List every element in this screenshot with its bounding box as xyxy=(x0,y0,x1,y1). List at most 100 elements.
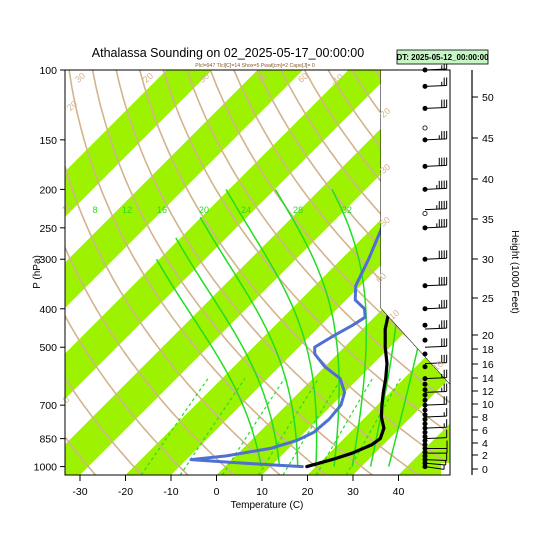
height-markers xyxy=(422,67,428,470)
height-marker xyxy=(422,364,428,370)
height-marker xyxy=(422,337,428,343)
adiabat-label: 10 xyxy=(431,359,445,373)
dry-adiabat xyxy=(186,70,450,404)
wind-barb-staff xyxy=(424,106,447,109)
temperature-band xyxy=(125,150,450,475)
wind-barb xyxy=(424,408,448,418)
height-marker xyxy=(422,186,428,192)
dry-adiabat xyxy=(65,163,281,475)
dry-adiabat xyxy=(65,376,143,475)
height-marker xyxy=(422,163,428,169)
height-marker xyxy=(422,322,428,328)
wind-barb xyxy=(425,440,448,449)
wind-barb-staff xyxy=(424,466,445,470)
x-tick-label: 40 xyxy=(393,486,405,498)
wind-barb-staff xyxy=(424,284,447,287)
height-marker xyxy=(422,256,428,262)
mixing-ratio-lines xyxy=(140,378,401,475)
adiabat-label: 30 xyxy=(197,71,211,85)
height-marker xyxy=(422,283,428,289)
height-tick-label: 40 xyxy=(482,174,494,186)
x-tick-label: 0 xyxy=(214,486,220,498)
wind-panel-mask xyxy=(381,70,450,475)
temperature-band xyxy=(65,70,303,308)
wind-barb-staff xyxy=(424,362,447,365)
pressure-tick-label: 100 xyxy=(39,65,57,77)
height-marker xyxy=(422,306,428,312)
height-marker xyxy=(422,402,428,408)
wind-barb-staff xyxy=(424,415,447,418)
wind-barb xyxy=(424,200,448,211)
height-marker xyxy=(422,416,428,422)
date-badge-box xyxy=(396,49,489,65)
height-marker xyxy=(422,387,428,393)
wind-barb-staff xyxy=(424,164,447,167)
moist-adiabat xyxy=(199,216,299,467)
pressure-tick-label: 400 xyxy=(39,304,57,316)
moist-adiabat xyxy=(175,237,281,467)
wind-barb xyxy=(424,338,448,348)
height-tick-label: 0 xyxy=(482,464,488,476)
height-marker xyxy=(422,225,428,231)
adiabat-label: 50 xyxy=(378,215,392,229)
height-marker xyxy=(422,407,428,413)
mixing-ratio-label: 8 xyxy=(92,205,97,215)
adiabat-label: 60 xyxy=(296,71,310,85)
wind-barb-staff xyxy=(424,437,447,440)
wind-barb xyxy=(424,320,448,330)
height-marker xyxy=(422,421,428,427)
x-tick-label: 10 xyxy=(256,486,268,498)
mixing-ratio-label: 16 xyxy=(157,205,167,215)
temperature-band xyxy=(65,70,450,475)
dry-adiabat xyxy=(65,435,97,475)
adiabat-label: 0 xyxy=(61,394,71,405)
height-marker xyxy=(422,376,428,382)
wind-barb-staff xyxy=(424,377,447,380)
wind-barb xyxy=(424,460,447,466)
height-tick-label: 4 xyxy=(482,438,488,450)
mixing-ratio-line xyxy=(258,378,320,475)
dry-adiabat xyxy=(162,70,450,435)
wind-barb-staff xyxy=(424,462,446,466)
height-tick-label: 14 xyxy=(482,373,494,385)
height-tick-label: 10 xyxy=(482,399,494,411)
pressure-axis: 100 150 200 250 300 400 500 700 850 1000 xyxy=(34,65,65,474)
height-marker xyxy=(422,210,428,216)
height-marker xyxy=(422,125,428,131)
wind-barb xyxy=(424,77,448,87)
wind-barb-staff xyxy=(424,390,447,393)
wind-barb-staff xyxy=(424,345,447,348)
pressure-tick-label: 500 xyxy=(39,342,57,354)
height-tick-label: 18 xyxy=(482,344,494,356)
wind-barb xyxy=(424,250,448,260)
height-marker xyxy=(422,412,428,418)
temperature-line xyxy=(305,169,450,469)
pressure-tick-label: 150 xyxy=(39,135,57,147)
pressure-tick-label: 1000 xyxy=(34,462,58,474)
adiabat-label: 20 xyxy=(65,99,79,113)
wind-barb-staff xyxy=(424,187,447,190)
height-axis-label: Height (1000 Feet) xyxy=(509,230,520,313)
wind-barb xyxy=(424,354,448,365)
mixing-ratio-line xyxy=(140,378,209,475)
y-axis-label: P (hPa) xyxy=(32,255,43,289)
wind-barb xyxy=(424,419,448,429)
mixing-ratio-label: 28 xyxy=(293,205,303,215)
wind-barb xyxy=(424,369,448,380)
mixing-ratio-line xyxy=(345,378,401,475)
x-tick-label: 20 xyxy=(302,486,314,498)
adiabat-label: 10 xyxy=(60,201,74,215)
dry-adiabat xyxy=(65,314,189,475)
temperature-band xyxy=(65,70,394,399)
wind-barb-staff xyxy=(424,208,447,211)
height-marker xyxy=(422,397,428,403)
height-marker xyxy=(422,429,428,435)
mixing-ratio-label: 20 xyxy=(199,205,209,215)
pressure-tick-label: 850 xyxy=(39,434,57,446)
pressure-tick-label: 700 xyxy=(39,400,57,412)
height-tick-label: 35 xyxy=(482,214,494,226)
moist-adiabat xyxy=(155,258,263,467)
height-marker xyxy=(422,392,428,398)
height-marker xyxy=(422,434,428,440)
